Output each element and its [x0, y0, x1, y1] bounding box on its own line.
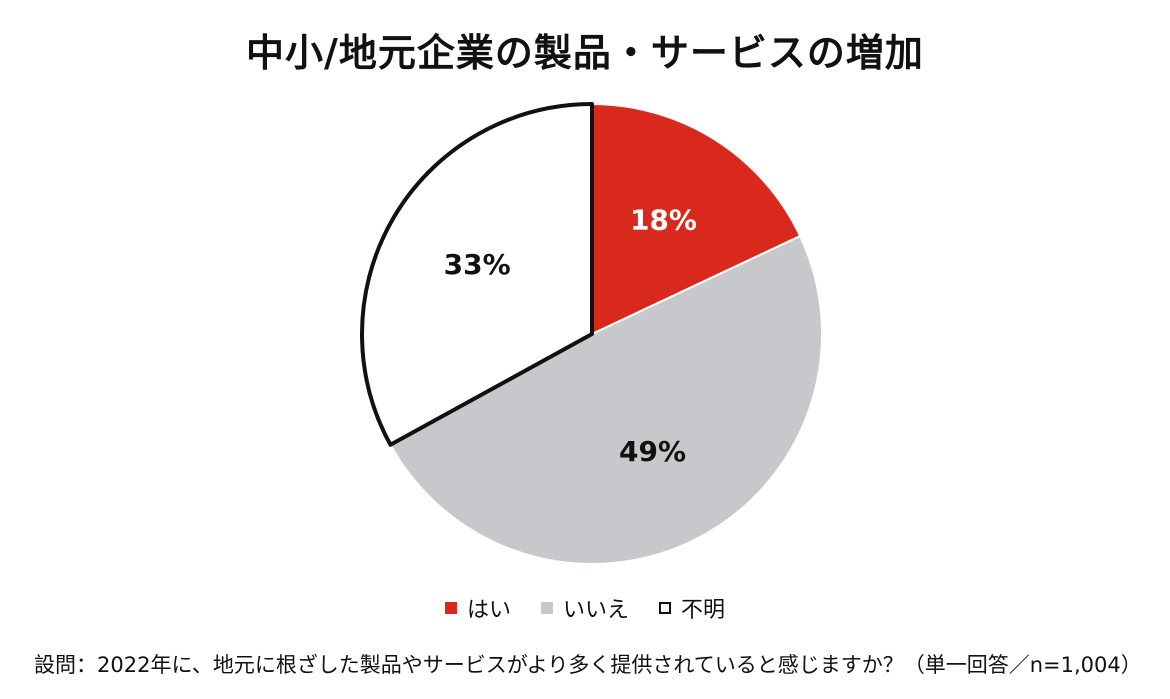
pie-data-label-no: 49%	[619, 435, 686, 468]
pie-slice-no	[389, 234, 823, 565]
legend-label-no: いいえ	[562, 598, 629, 623]
pie-slice-yes	[591, 102, 802, 336]
pie-data-label-yes: 18%	[630, 203, 697, 236]
chart-legend: はい いいえ 不明	[0, 592, 1170, 624]
legend-item-yes: はい	[444, 592, 511, 624]
survey-question-footnote: 設問：2022年に、地元に根ざした製品やサービスがより多く提供されていると感じま…	[34, 653, 1142, 677]
legend-swatch-yes	[444, 602, 457, 614]
legend-swatch-no	[540, 602, 553, 614]
legend-swatch-unknown	[659, 602, 671, 614]
pie-data-label-unknown: 33%	[444, 248, 511, 281]
pie-slice-unknown	[360, 102, 594, 447]
chart-title: 中小/地元企業の製品・サービスの増加	[246, 31, 924, 75]
legend-label-yes: はい	[466, 598, 511, 623]
legend-item-no: いいえ	[540, 592, 629, 624]
legend-label-unknown: 不明	[681, 598, 726, 623]
legend-item-unknown: 不明	[659, 592, 725, 624]
